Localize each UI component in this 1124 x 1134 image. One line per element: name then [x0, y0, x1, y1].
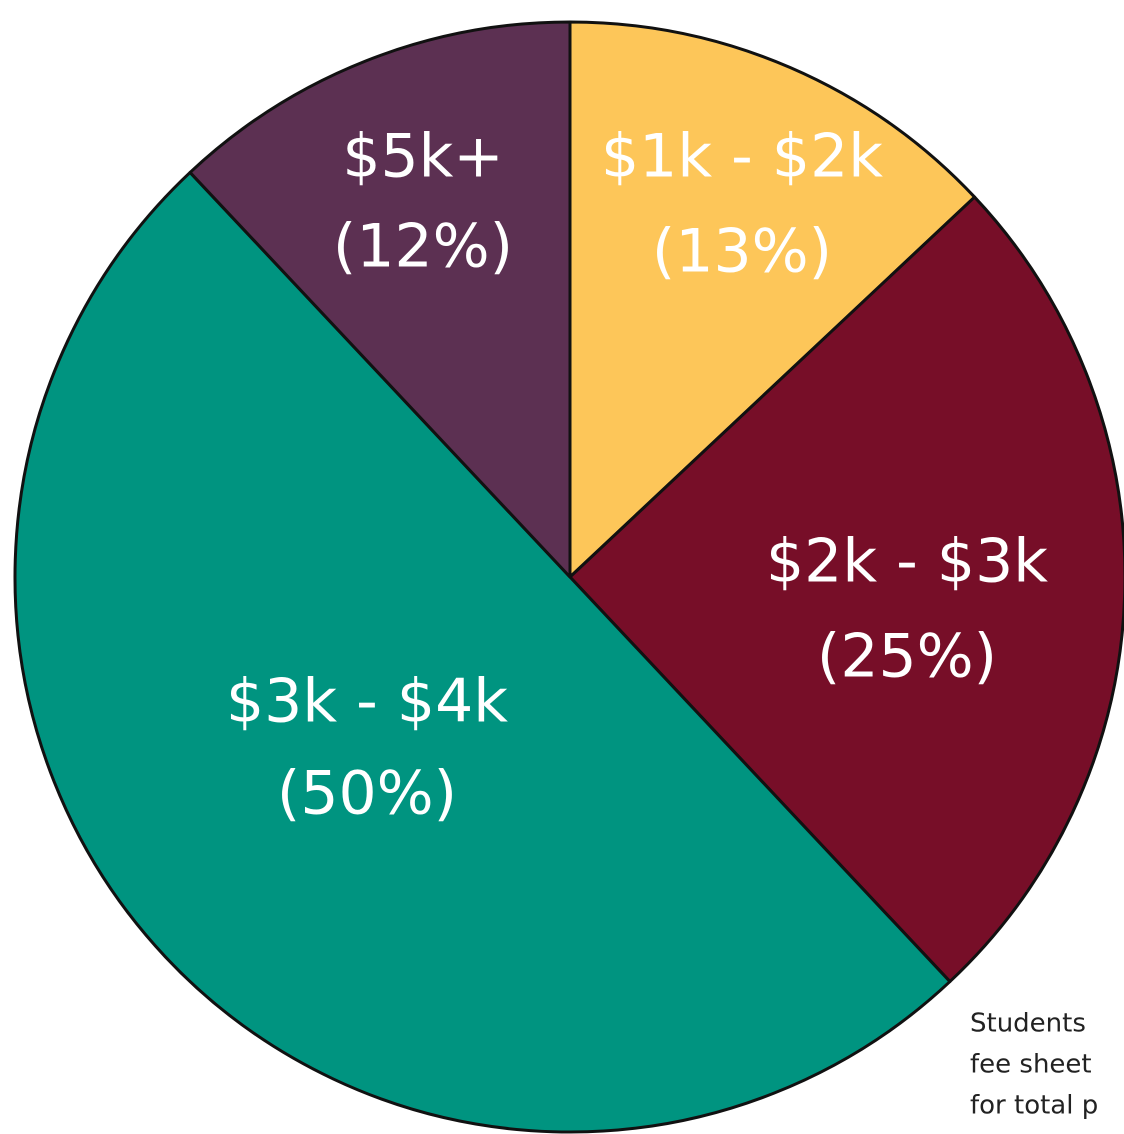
slice-label: $1k - $2k: [601, 122, 883, 192]
annotation: Students: [970, 1009, 1086, 1039]
pie-slice: [188, 20, 572, 579]
slice-value-label: (12%): [333, 212, 513, 282]
slice-label: $3k - $4k: [226, 667, 508, 737]
pie-slice: [568, 195, 1124, 984]
slice-value-label: (25%): [817, 622, 997, 692]
annotation: for total p: [970, 1091, 1098, 1121]
slice-value-label: (13%): [652, 217, 832, 287]
pie-slice: [568, 20, 977, 579]
pie-slice: [13, 170, 952, 1134]
slice-label: $2k - $3k: [766, 527, 1048, 597]
annotation: fee sheet: [970, 1050, 1092, 1080]
slice-value-label: (50%): [277, 759, 457, 829]
slice-label: $5k+: [342, 122, 503, 192]
